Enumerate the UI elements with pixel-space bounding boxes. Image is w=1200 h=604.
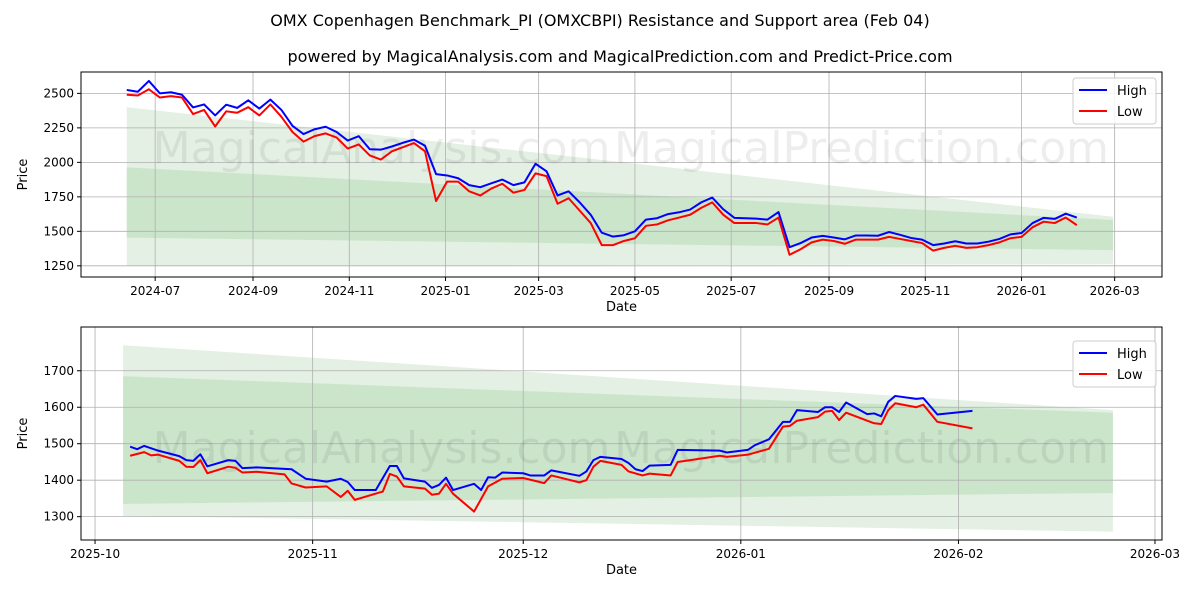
inner-support-resistance-band [126,167,1114,251]
low-price-line [129,402,973,513]
top-chart-panel: 1250 1500 1750 2000 2250 2500 2024-07 2024-09 20… [16,71,1163,315]
x-tick-label: 2025-11 [288,547,338,561]
y-axis-label: Price [16,418,31,450]
y-tick-label: 1300 [43,510,74,524]
x-tick-label: 2026-03 [1130,547,1180,561]
chart-title: OMX Copenhagen Benchmark_PI (OMXCBPI) Re… [270,11,929,31]
y-tick-label: 1700 [43,364,74,378]
inner-support-resistance-band [123,376,1113,504]
y-tick-label: 1750 [43,190,74,204]
chart-subtitle: powered by MagicalAnalysis.com and Magic… [287,47,952,66]
y-tick-label: 1600 [43,400,74,414]
high-price-line [126,79,1078,249]
x-tick-label: 2026-01 [996,284,1046,298]
legend-label-high: High [1117,84,1147,99]
y-tick-label: 2500 [43,86,74,100]
watermark-magicalprediction: MagicalPrediction.com [614,423,1109,474]
axes-frame [80,71,1163,278]
y-tick-label: 2000 [43,155,74,169]
y-tick-label: 1400 [43,473,74,487]
x-axis-label: Date [606,563,637,578]
legend-label-high: High [1117,347,1147,362]
x-tick-label: 2024-09 [228,284,278,298]
bottom-chart-panel: 1300 1400 1500 1600 1700 2025-10 2025-11 2025-1… [16,326,1180,578]
high-price-line [129,394,973,492]
y-axis-label: Price [16,159,31,191]
x-tick-label: 2024-11 [324,284,374,298]
x-axis-label: Date [606,300,637,315]
x-tick-label: 2025-09 [804,284,854,298]
x-tick-label: 2026-03 [1090,284,1140,298]
x-tick-label: 2025-10 [70,547,120,561]
axes-frame [80,326,1163,541]
x-tick-label: 2025-12 [498,547,548,561]
low-price-line [126,88,1078,256]
x-tick-label: 2025-07 [706,284,756,298]
x-tick-label: 2026-01 [716,547,766,561]
y-tick-label: 2250 [43,121,74,135]
x-tick-label: 2025-01 [420,284,470,298]
legend-label-low: Low [1117,105,1143,120]
y-tick-label: 1500 [43,224,74,238]
watermark-magicalprediction: MagicalPrediction.com [614,123,1109,174]
x-tick-label: 2025-11 [900,284,950,298]
watermark-magicalanalysis: MagicalAnalysis.com [153,423,611,474]
legend-label-low: Low [1117,368,1143,383]
x-tick-label: 2024-07 [130,284,180,298]
y-tick-label: 1250 [43,259,74,273]
x-tick-label: 2026-02 [933,547,983,561]
x-tick-label: 2025-05 [610,284,660,298]
x-tick-label: 2025-03 [514,284,564,298]
y-tick-label: 1500 [43,437,74,451]
